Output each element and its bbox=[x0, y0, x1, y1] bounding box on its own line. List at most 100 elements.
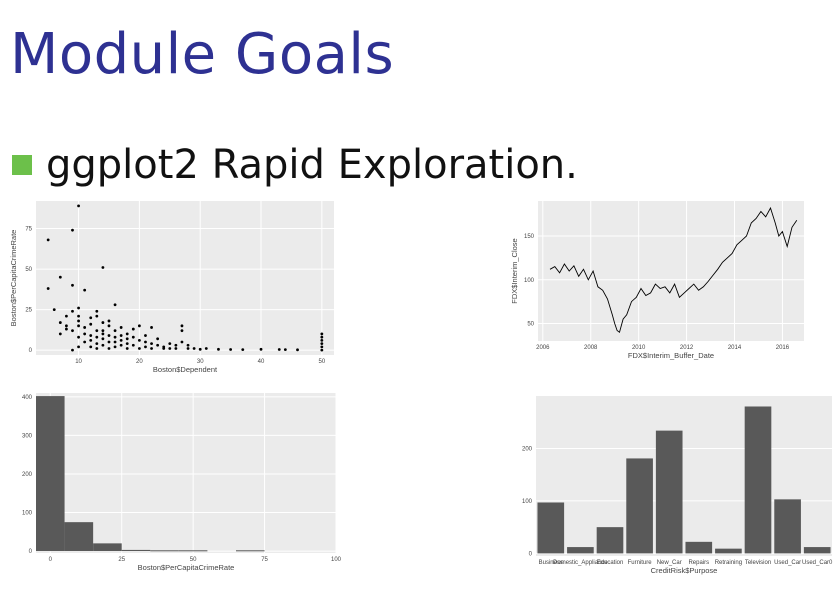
scatter-point bbox=[89, 322, 93, 326]
scatter-point bbox=[107, 334, 111, 337]
scatter-point bbox=[83, 332, 87, 336]
scatter-point bbox=[144, 334, 147, 337]
scatter-point bbox=[119, 326, 123, 329]
scatter-point bbox=[58, 275, 62, 279]
x-tick-label: 2014 bbox=[728, 345, 742, 351]
y-tick-label: 75 bbox=[25, 227, 32, 233]
panel-background bbox=[36, 201, 334, 355]
scatter-point bbox=[95, 347, 99, 350]
scatter-point bbox=[83, 326, 87, 329]
x-tick-label: 10 bbox=[75, 359, 82, 365]
scatter-point bbox=[71, 329, 74, 333]
scatter-point bbox=[58, 321, 62, 324]
scatter-point bbox=[101, 329, 105, 333]
scatter-point bbox=[89, 339, 93, 342]
scatter-point bbox=[168, 347, 172, 350]
scatter-point bbox=[71, 309, 74, 313]
scatter-point bbox=[107, 324, 111, 328]
x-tick-label: 40 bbox=[258, 359, 265, 365]
scatter-point bbox=[113, 340, 117, 344]
scatter-point bbox=[277, 348, 281, 351]
scatter-point bbox=[113, 303, 117, 307]
scatter-point bbox=[119, 334, 123, 337]
scatter-point bbox=[83, 340, 87, 344]
scatter-point bbox=[95, 314, 99, 318]
scatter-point bbox=[46, 238, 50, 242]
scatter-point bbox=[320, 335, 324, 339]
scatter-point bbox=[156, 337, 160, 341]
y-tick-label: 300 bbox=[22, 433, 33, 439]
x-tick-label: Furniture bbox=[628, 560, 653, 566]
histogram-bar bbox=[121, 549, 151, 552]
x-tick-label: 50 bbox=[318, 359, 325, 365]
scatter-point bbox=[58, 332, 62, 336]
x-axis-label: Boston$PerCapitaCrimeRate bbox=[138, 563, 235, 572]
scatter-point bbox=[113, 345, 117, 349]
scatter-point bbox=[162, 347, 166, 350]
scatter-point bbox=[77, 314, 80, 318]
y-tick-label: 100 bbox=[22, 511, 33, 517]
scatter-point bbox=[144, 345, 147, 349]
scatter-point bbox=[241, 348, 245, 352]
scatter-point bbox=[296, 348, 299, 352]
scatter-point bbox=[144, 340, 147, 344]
y-tick-label: 100 bbox=[524, 278, 535, 284]
x-tick-label: 50 bbox=[190, 557, 197, 563]
scatter-point bbox=[137, 339, 141, 342]
scatter-point bbox=[107, 347, 111, 350]
histogram-bar bbox=[150, 550, 179, 552]
scatter-point bbox=[180, 324, 184, 328]
x-tick-label: Repairs bbox=[688, 560, 709, 566]
x-axis-label: CreditRisk$Purpose bbox=[651, 566, 718, 575]
x-tick-label: Used_Car bbox=[774, 560, 801, 566]
line-chart: 50 100 150 2006 2008 2010 2012 2014 2016 FDX$Inte… bbox=[510, 201, 804, 360]
bar bbox=[774, 499, 801, 554]
scatter-point bbox=[83, 288, 87, 292]
scatter-point bbox=[71, 348, 74, 352]
scatter-point bbox=[125, 332, 129, 336]
scatter-point bbox=[77, 319, 80, 323]
scatter-point bbox=[77, 345, 80, 349]
scatter-point bbox=[320, 348, 324, 352]
scatter-point bbox=[131, 327, 135, 331]
y-axis-label: FDX$Interim_Close bbox=[510, 238, 519, 303]
bar bbox=[744, 406, 772, 554]
x-tick-label: 0 bbox=[49, 557, 53, 563]
scatter-point bbox=[180, 329, 184, 333]
series-line bbox=[549, 206, 798, 334]
bar-chart: 0 100 200 BusinessDomestic_ApplianceEducati… bbox=[522, 396, 833, 575]
y-tick-label: 200 bbox=[22, 472, 33, 478]
scatter-chart: 0 25 50 75 10 20 30 40 50 Boston$Dependent Boston$… bbox=[9, 201, 334, 374]
x-axis-label: FDX$Interim_Buffer_Date bbox=[628, 351, 714, 360]
scatter-point bbox=[320, 332, 324, 336]
histogram-bar bbox=[236, 550, 265, 552]
scatter-point bbox=[113, 335, 117, 339]
x-tick-label: 2008 bbox=[584, 345, 598, 351]
scatter-point bbox=[89, 345, 93, 349]
x-tick-label: Used_Car0 bbox=[802, 560, 833, 566]
scatter-point bbox=[77, 306, 80, 310]
scatter-point bbox=[101, 343, 105, 347]
y-tick-label: 200 bbox=[522, 446, 533, 452]
scatter-point bbox=[156, 343, 160, 347]
x-axis-label: Boston$Dependent bbox=[153, 365, 218, 374]
histogram-chart: 0 100 200 300 400 0 25 50 75 100 Boston$PerCapitaC… bbox=[22, 393, 342, 572]
histogram-bar bbox=[64, 522, 94, 552]
bullet-item: ggplot2 Rapid Exploration. bbox=[12, 142, 578, 188]
bar bbox=[685, 541, 713, 554]
scatter-point bbox=[71, 228, 74, 232]
y-tick-label: 400 bbox=[22, 395, 33, 401]
x-tick-label: 2016 bbox=[776, 345, 790, 351]
bar bbox=[567, 547, 594, 554]
x-tick-label: 100 bbox=[331, 557, 342, 563]
scatter-point bbox=[89, 316, 93, 320]
scatter-point bbox=[95, 309, 99, 313]
scatter-point bbox=[101, 337, 105, 341]
scatter-point bbox=[77, 324, 80, 328]
y-tick-label: 0 bbox=[29, 549, 33, 555]
panel-background bbox=[538, 201, 804, 341]
x-tick-label: 2006 bbox=[536, 345, 550, 351]
scatter-point bbox=[101, 332, 105, 336]
scatter-point bbox=[77, 335, 80, 339]
scatter-point bbox=[192, 347, 196, 350]
